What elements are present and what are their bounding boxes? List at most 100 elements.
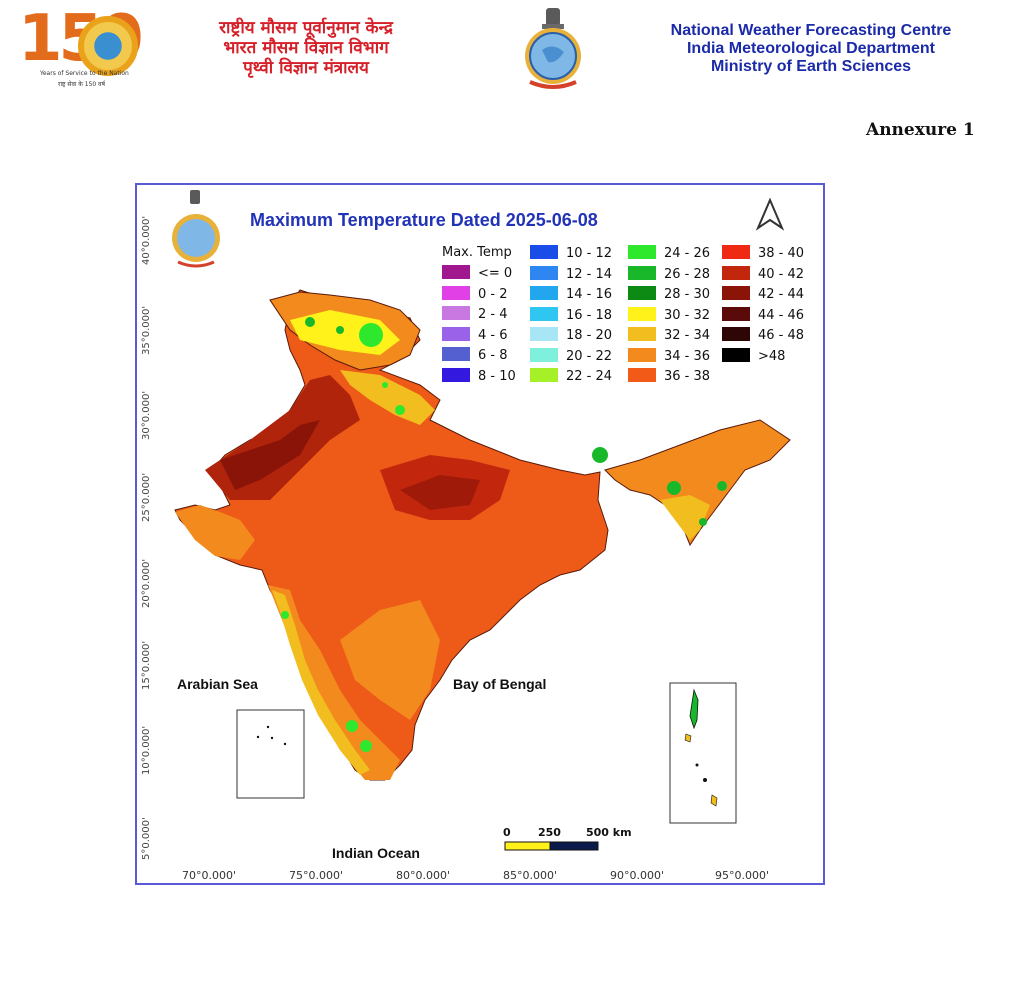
english-line-3: Ministry of Earth Sciences [710,58,912,75]
lon-label: 75°0.000' [289,869,344,882]
legend-swatch [722,306,750,321]
legend-item: 0 - 2 [442,285,508,302]
indian-ocean-label: Indian Ocean [332,845,420,861]
legend-label: 16 - 18 [566,307,613,323]
legend-swatch [442,285,470,300]
legend-item: 28 - 30 [628,286,710,302]
legend-swatch [722,327,750,341]
map-emblem-icon [172,190,220,268]
legend-label: 2 - 4 [478,307,508,322]
logo-caption-hindi: राष्ट्र सेवा के 150 वर्ष [58,81,105,88]
legend-label: 44 - 46 [758,307,805,323]
legend-item: 20 - 22 [530,347,612,364]
legend-item: 40 - 42 [722,265,805,282]
scale-label: 500 km [586,826,632,839]
legend-label: 38 - 40 [758,246,805,261]
legend-item: <= 0 [442,265,512,281]
legend-item: 6 - 8 [442,347,508,363]
legend-swatch [628,286,656,300]
legend-swatch [628,306,656,321]
legend-label: 12 - 14 [566,266,613,282]
lon-label: 70°0.000' [182,869,237,882]
legend-item: 18 - 20 [530,327,612,343]
legend-item: 36 - 38 [628,368,710,384]
legend-label: 8 - 10 [478,368,516,384]
legend-item: 42 - 44 [722,286,804,302]
legend-label: 6 - 8 [478,348,508,363]
legend-swatch [628,265,656,280]
legend-label: 24 - 26 [664,246,711,261]
legend-label: 32 - 34 [664,328,711,343]
lat-label: 30°0.000' [141,390,152,440]
legend-item: 32 - 34 [628,327,710,343]
legend-item: 8 - 10 [442,367,516,384]
legend-label: 14 - 16 [566,287,613,302]
lat-label: 5°0.000' [141,817,152,860]
hindi-line-3: पृथ्वी विज्ञान मंत्रालय [243,58,369,78]
legend-item: 38 - 40 [722,245,804,261]
legend-swatch [530,265,558,280]
scale-label: 0 [503,826,511,839]
legend-label: 0 - 2 [478,286,508,302]
hindi-header: राष्ट्रीय मौसम पूर्वानुमान केन्द्र भारत … [186,18,426,78]
legend-swatch [628,347,656,362]
legend-label: >48 [758,348,786,364]
lon-label: 80°0.000' [396,869,451,882]
lon-label: 95°0.000' [715,869,770,882]
legend-label: 46 - 48 [758,328,805,343]
legend-item: 22 - 24 [530,368,612,384]
andaman-inset [669,682,737,824]
legend-label: 40 - 42 [758,266,805,282]
legend-swatch [628,245,656,259]
lat-label: 15°0.000' [141,640,152,690]
legend-item: 30 - 32 [628,306,711,323]
lat-label: 35°0.000' [141,305,152,355]
legend-item: 26 - 28 [628,265,711,282]
annexure-label: Annexure 1 [866,120,975,140]
legend-swatch [722,265,750,280]
arabian-sea-label: Arabian Sea [177,676,258,692]
legend-label: 36 - 38 [664,369,711,384]
legend-label: 30 - 32 [664,307,711,323]
hindi-line-2: भारत मौसम विज्ञान विभाग [223,38,389,58]
logo-globe-icon [78,16,138,76]
legend-swatch [628,368,656,382]
legend-title: Max. Temp [442,245,512,260]
bay-of-bengal-label: Bay of Bengal [453,676,547,692]
legend-label: <= 0 [478,266,513,281]
lon-label: 90°0.000' [610,869,665,882]
legend-label: 34 - 36 [664,348,711,364]
legend-label: 42 - 44 [758,287,805,302]
north-arrow-icon [755,197,785,231]
legend-label: 26 - 28 [664,266,711,282]
legend-item: 44 - 46 [722,306,805,323]
legend-swatch [530,368,558,382]
lat-label: 20°0.000' [141,558,152,608]
scale-label: 250 [538,826,561,839]
legend-swatch [722,347,750,362]
legend-swatch [442,306,470,320]
lat-label: 25°0.000' [141,472,152,522]
legend-swatch [442,347,470,361]
northeast-region [604,419,791,547]
legend-item: 46 - 48 [722,327,804,343]
legend-item: 4 - 6 [442,326,508,343]
lon-label: 85°0.000' [503,869,558,882]
legend-label: 22 - 24 [566,369,613,384]
legend-swatch [722,286,750,300]
legend-swatch [722,245,750,259]
legend-label: 4 - 6 [478,327,508,343]
legend-swatch [442,367,470,382]
legend-swatch [530,306,558,321]
english-line-2: India Meteorological Department [686,40,936,57]
lat-label: 10°0.000' [141,725,152,775]
english-line-1: National Weather Forecasting Centre [670,22,952,39]
legend-item: >48 [722,347,786,364]
legend-label: 18 - 20 [566,328,613,343]
legend-item: 24 - 26 [628,245,710,261]
legend-item: 16 - 18 [530,306,613,323]
lakshadweep-inset [236,709,305,799]
legend-item: 12 - 14 [530,265,613,282]
temperature-map [172,190,791,851]
scale-bar-yellow [504,841,551,851]
